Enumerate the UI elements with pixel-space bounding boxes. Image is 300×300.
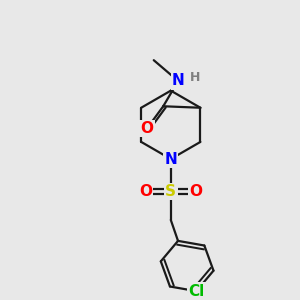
Text: O: O bbox=[190, 184, 202, 199]
Text: S: S bbox=[165, 184, 176, 199]
Text: N: N bbox=[164, 152, 177, 166]
Text: O: O bbox=[139, 184, 152, 199]
Text: Cl: Cl bbox=[188, 284, 204, 298]
Text: N: N bbox=[172, 74, 184, 88]
Text: H: H bbox=[189, 71, 200, 84]
Text: O: O bbox=[140, 121, 153, 136]
